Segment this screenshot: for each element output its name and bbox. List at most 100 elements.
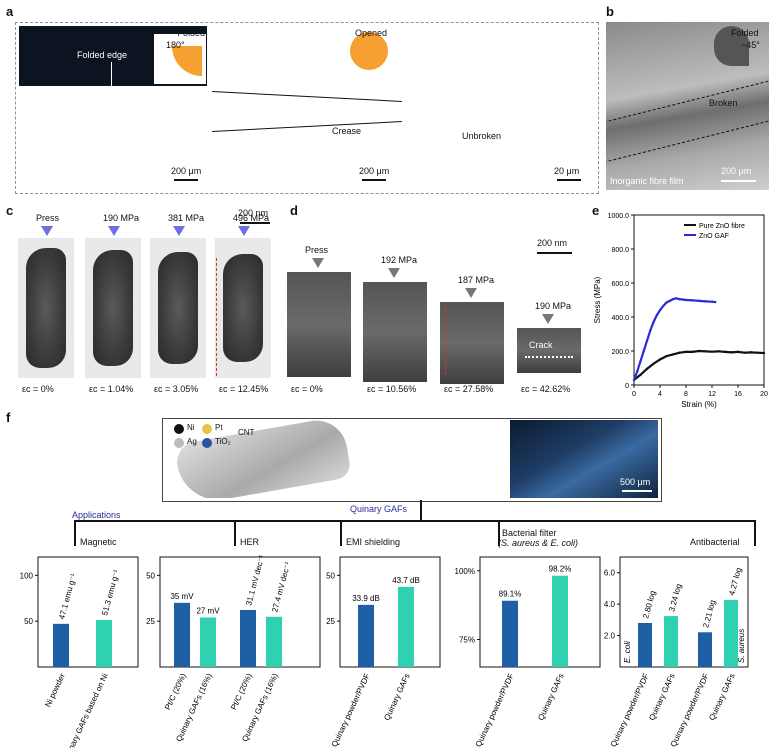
branch-magnetic: Magnetic xyxy=(80,537,117,547)
bar xyxy=(53,623,69,667)
scale-label: 200 nm xyxy=(238,208,269,218)
scale-bar xyxy=(537,252,572,254)
tree-branch xyxy=(234,520,236,546)
category-label: Quinary powder/PVDF xyxy=(669,672,711,748)
y-tick-label: 4.0 xyxy=(604,600,616,609)
strain-indicator-line xyxy=(216,258,218,376)
press-arrow-icon xyxy=(312,258,324,268)
bar-value-label: 2.80 log xyxy=(641,590,657,620)
press-arrow-icon xyxy=(173,226,185,236)
scale-bar xyxy=(557,179,581,181)
y-tick-label: 200.0 xyxy=(611,349,629,356)
y-tick-label: 100% xyxy=(455,567,475,576)
panel-label-b: b xyxy=(606,4,614,19)
bar-value-label: 2.21 log xyxy=(701,599,717,629)
bar-value-label: 27.4 mV dec⁻¹ xyxy=(270,561,292,614)
fibre-body xyxy=(173,420,353,498)
crack-line xyxy=(525,356,573,359)
y-tick-label: 600.0 xyxy=(611,281,629,288)
category-label: Ni powder xyxy=(43,672,67,709)
data-point xyxy=(668,299,671,303)
y-tick-label: 6.0 xyxy=(604,569,616,578)
branch-antibacterial: Antibacterial xyxy=(690,537,740,547)
panel-label-c: c xyxy=(6,203,14,218)
data-point xyxy=(723,350,727,354)
tree-branch xyxy=(498,520,500,546)
data-point xyxy=(655,314,658,317)
root-label: Quinary GAFs xyxy=(350,504,408,514)
bar xyxy=(502,600,518,667)
scale-label: 200 nm xyxy=(537,238,568,248)
bar xyxy=(398,586,414,667)
frame-top-label: 381 MPa xyxy=(168,213,205,223)
data-point xyxy=(736,350,740,354)
bar xyxy=(240,609,256,667)
legend-ni: Ni xyxy=(187,423,195,432)
optical-fibre-image: 20 μm xyxy=(355,420,508,498)
unbroken-fibre-image: Unbroken 20 μm xyxy=(407,26,594,189)
category-label: Quinary GAFs xyxy=(382,672,412,722)
inorganic-film-image: Folded ~45° Broken Inorganic fibre film … xyxy=(606,22,769,190)
tem-frame xyxy=(85,238,141,378)
scale-bar xyxy=(473,490,499,492)
scale-label: 200 μm xyxy=(721,166,752,176)
data-point xyxy=(658,309,662,312)
bar-chart-frame xyxy=(339,556,441,668)
tem-frame xyxy=(363,282,427,382)
strain-label: εc = 3.05% xyxy=(154,384,199,394)
bar-value-label: 89.1% xyxy=(499,590,522,599)
frame-top-label: 496 MPa xyxy=(233,213,270,223)
branch-her: HER xyxy=(240,537,260,547)
bar-value-label: 3.24 log xyxy=(667,583,683,613)
bar xyxy=(200,617,216,667)
data-point xyxy=(636,370,639,373)
tree-bar xyxy=(74,520,754,522)
legend-label: ZnO GAF xyxy=(699,233,729,240)
data-point xyxy=(710,300,714,303)
y-tick-label: 50 xyxy=(146,571,155,580)
data-point xyxy=(678,351,681,354)
legend-tio2: TiO₂ xyxy=(215,437,231,446)
crease-line-bottom xyxy=(212,121,402,132)
x-tick-label: 0 xyxy=(632,391,636,398)
y-tick-label: 75% xyxy=(459,636,475,645)
unbroken-label: Unbroken xyxy=(462,131,502,141)
bar xyxy=(358,604,374,667)
series-line xyxy=(633,349,765,381)
opened-label: Opened xyxy=(355,28,388,38)
data-point xyxy=(743,351,746,354)
x-tick-label: 16 xyxy=(734,391,742,398)
category-label: Quinary GAFs xyxy=(647,672,677,722)
gaf-film-image: Folded 180° Folded edge GAF film 200 μm xyxy=(19,26,207,189)
applications-bar-charts: 50 100 47.1 emu g⁻¹ Ni powder 51.3 emu g⁻¹ Qu… xyxy=(20,554,749,748)
frame-top-label: Press xyxy=(305,245,329,255)
data-point xyxy=(710,350,714,353)
press-arrow-icon xyxy=(238,226,250,236)
strain-label: εc = 0% xyxy=(22,384,54,394)
scale-bar xyxy=(362,179,386,181)
data-point xyxy=(697,349,701,353)
branch-filter: Bacterial filter xyxy=(502,528,557,538)
data-point xyxy=(649,329,652,332)
fibre-bundle-image: 500 μm xyxy=(510,420,658,498)
tree-branch xyxy=(74,520,76,546)
folded-shape-icon xyxy=(714,26,749,66)
category-label: Pt/C (20%) xyxy=(163,672,188,712)
data-point xyxy=(730,351,733,354)
bar-value-label: 31.1 mV dec⁻¹ xyxy=(244,554,266,607)
data-point xyxy=(671,297,675,301)
panel-a-frame xyxy=(15,22,599,194)
data-point xyxy=(704,350,707,353)
tem-frame xyxy=(287,272,351,377)
data-point xyxy=(645,367,649,371)
bar xyxy=(174,602,190,667)
series-line xyxy=(632,297,716,381)
panel-label-e: e xyxy=(592,203,600,218)
nanofibre-column xyxy=(223,254,263,362)
data-point xyxy=(762,351,766,355)
tree-branch xyxy=(754,520,756,546)
crack-label: Crack xyxy=(529,340,553,350)
data-point xyxy=(652,320,655,324)
branch-filter-sub: (S. aureus & E. coli) xyxy=(498,538,579,548)
tree-branch xyxy=(340,520,342,546)
